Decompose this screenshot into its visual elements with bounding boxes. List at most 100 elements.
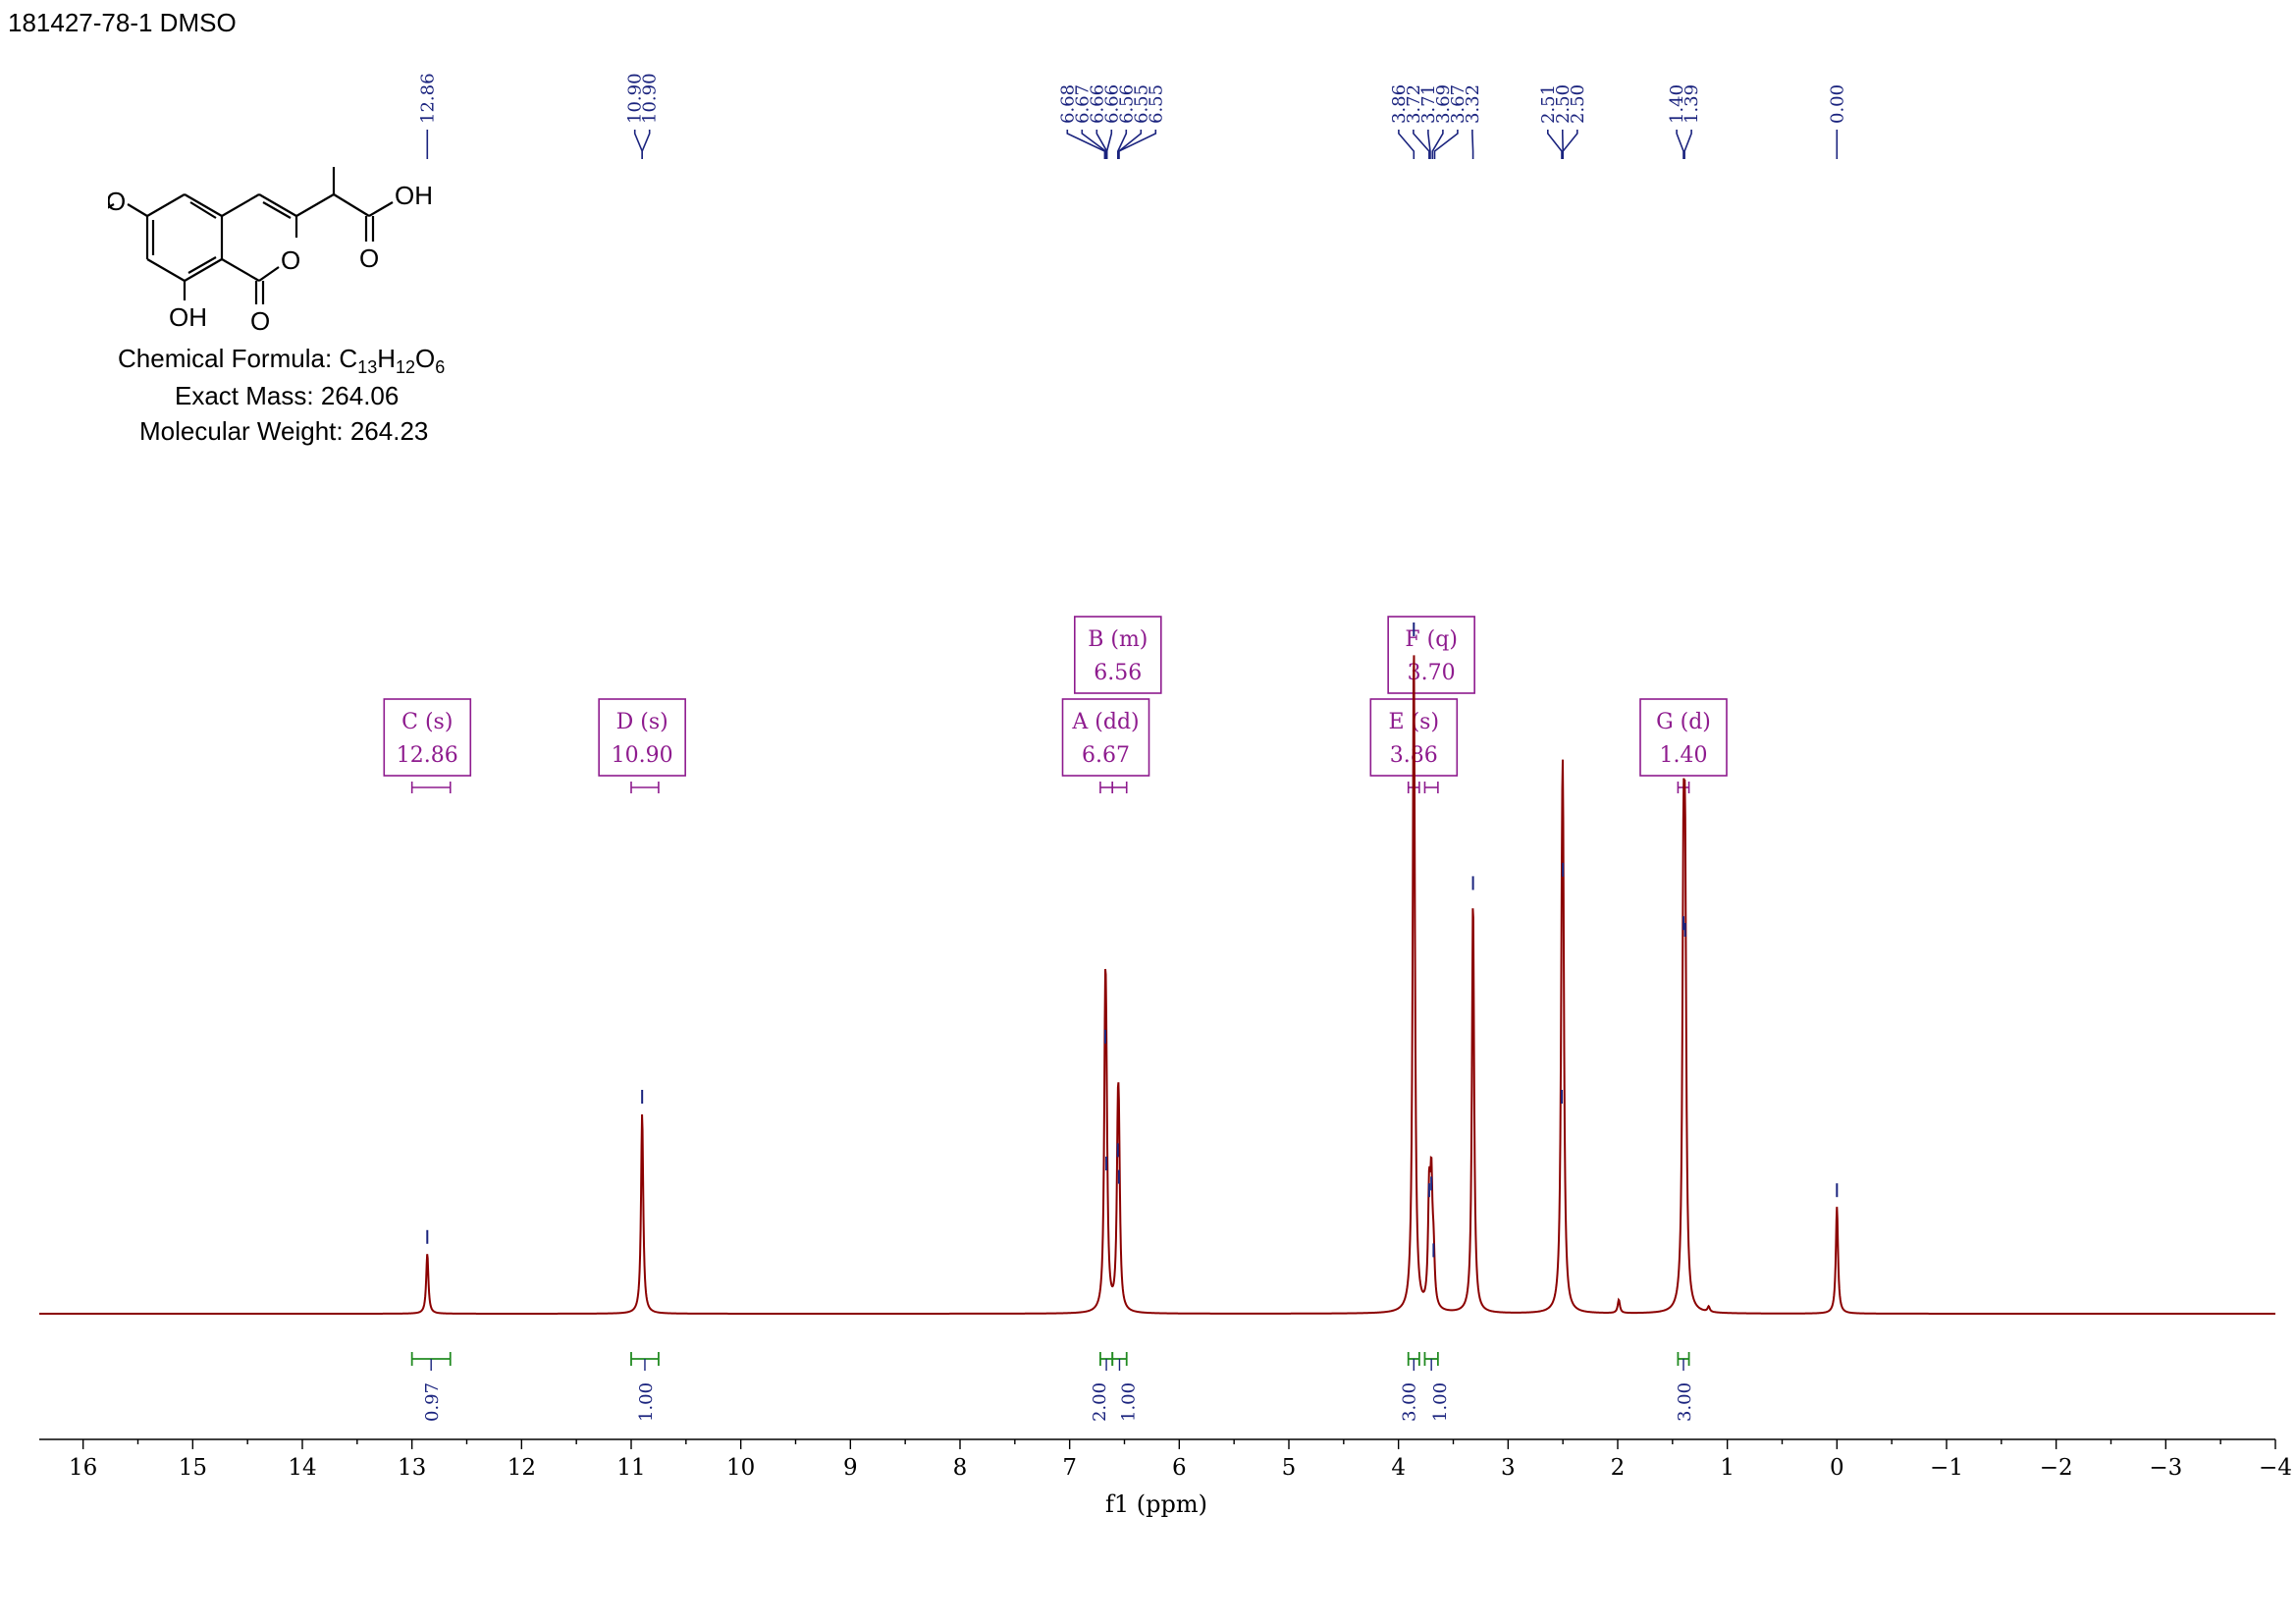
integral-value: 1.00 (636, 1382, 657, 1422)
peak-label: 12.86 (417, 73, 438, 124)
x-axis-label: f1 (ppm) (1105, 1490, 1207, 1518)
multiplet-box (383, 698, 472, 777)
integral-value: 3.00 (1399, 1382, 1419, 1422)
x-tick-label: 2 (1611, 1455, 1626, 1481)
x-tick-label: 6 (1172, 1455, 1187, 1481)
multiplet-value: 1.40 (1660, 743, 1708, 768)
exact-mass-value: 264.06 (320, 381, 400, 410)
peak-label: 6.55 (1131, 84, 1151, 124)
peak-label: 6.55 (1146, 84, 1166, 124)
formula-value: C13H12O6 (339, 344, 446, 378)
x-tick-label: 11 (616, 1455, 645, 1481)
x-tick-label: −3 (2149, 1455, 2182, 1481)
x-tick-label: 1 (1720, 1455, 1735, 1481)
peak-label-connector (1427, 130, 1431, 159)
acid-oh-label: OH (395, 181, 433, 210)
multiplet-value: 3.70 (1408, 661, 1456, 685)
phenol-oh-label: OH (169, 302, 207, 332)
peak-label-connector (1105, 130, 1113, 159)
integral-value: 3.00 (1675, 1382, 1695, 1422)
x-axis: 16 15 14 13 12 11 10 9 8 7 6 5 4 3 2 1 0 −1 −2 −3 −4 (39, 1438, 2292, 1481)
x-tick-label: 14 (288, 1455, 316, 1481)
exact-mass-label: Exact Mass: (175, 381, 314, 410)
methoxy-o-label: O (108, 187, 126, 216)
x-tick-label: 13 (398, 1455, 426, 1481)
x-tick-label: −4 (2259, 1455, 2292, 1481)
multiplet-box (1074, 616, 1162, 694)
multiplet-label: B (m) (1088, 627, 1148, 652)
mol-weight-value: 264.23 (349, 416, 429, 446)
multiplet-label: G (d) (1656, 710, 1711, 734)
peak-label-connector (1081, 130, 1107, 159)
peak-label: 6.67 (1072, 84, 1093, 124)
peak-label-connector (1676, 130, 1684, 159)
peak-label-connector (1398, 130, 1415, 159)
peak-label: 3.67 (1448, 84, 1468, 124)
multiplet-label: D (s) (616, 710, 668, 734)
peak-label-connector (1066, 130, 1106, 159)
integral-value: 1.00 (1430, 1382, 1451, 1422)
acid-carbonyl-o-label: O (359, 243, 379, 273)
x-tick-label: 5 (1282, 1455, 1297, 1481)
peak-label-connector (1117, 130, 1128, 159)
peak-label: 2.51 (1538, 84, 1559, 124)
sample-title: 181427-78-1 DMSO (8, 8, 237, 37)
peak-label: 3.69 (1433, 84, 1454, 124)
peak-label: 6.68 (1057, 84, 1078, 124)
peak-label: 0.00 (1827, 84, 1847, 124)
x-tick-label: 12 (507, 1455, 536, 1481)
spectrum-trace (39, 655, 2275, 1315)
multiplet-value: 10.90 (612, 743, 673, 768)
peak-label-connector (1118, 130, 1157, 159)
peak-label: 3.71 (1418, 84, 1439, 124)
integral-value: 1.00 (1119, 1382, 1140, 1422)
peak-marker-layer (426, 622, 1839, 1258)
peak-label: 3.86 (1389, 84, 1410, 124)
peak-label: 6.56 (1116, 84, 1137, 124)
formula-line: Chemical Formula: C13H12O6 (118, 344, 445, 378)
peak-label: 6.66 (1087, 84, 1107, 124)
peak-label-connector (1562, 130, 1578, 159)
carbonyl-o-label: O (250, 306, 270, 336)
peak-label: 10.90 (640, 73, 661, 124)
multiplet-label: A (dd) (1071, 710, 1139, 734)
x-tick-label: 4 (1391, 1455, 1406, 1481)
peak-label: 1.39 (1682, 84, 1702, 124)
multiplet-layer: C (s)12.86D (s)10.90A (dd)6.67B (m)6.56E… (383, 616, 1728, 793)
multiplet-value: 6.56 (1094, 661, 1142, 685)
x-tick-label: −2 (2040, 1455, 2073, 1481)
peak-label-connector (641, 130, 651, 159)
peak-label: 10.90 (625, 73, 646, 124)
integral-value: 0.97 (422, 1382, 443, 1422)
multiplet-box (1639, 698, 1728, 777)
integral-value: 2.00 (1090, 1382, 1110, 1422)
integral-layer: 0.97 1.00 2.00 1.00 3.00 1.00 3.00 (410, 1352, 1695, 1422)
peak-label-connector (1118, 130, 1143, 159)
peak-label: 3.32 (1463, 84, 1483, 124)
x-tick-label: 8 (953, 1455, 968, 1481)
mol-weight-label: Molecular Weight: (139, 416, 344, 446)
formula-label: Chemical Formula: (118, 344, 333, 373)
mol-weight-line: Molecular Weight: 264.23 (139, 416, 428, 447)
multiplet-box (598, 698, 686, 777)
peak-label: 2.50 (1553, 84, 1574, 124)
multiplet-box (1061, 698, 1150, 777)
peak-label: 1.40 (1667, 84, 1687, 124)
peak-label-connector (1413, 130, 1430, 159)
x-tick-label: 16 (69, 1455, 97, 1481)
ring-o-label: O (281, 245, 300, 275)
x-tick-label: 9 (843, 1455, 858, 1481)
x-tick-label: 3 (1501, 1455, 1516, 1481)
x-tick-label: 0 (1830, 1455, 1844, 1481)
peak-label-connector (1431, 130, 1444, 159)
molecule-structure: O O O OH O OH (108, 167, 433, 336)
peak-label-connector (633, 130, 643, 159)
multiplet-value: 12.86 (397, 743, 458, 768)
peak-label-connector (1547, 130, 1563, 159)
peak-label: 6.66 (1101, 84, 1122, 124)
peak-label: 3.72 (1404, 84, 1424, 124)
multiplet-box (1387, 616, 1475, 694)
peak-label-connector (1471, 130, 1474, 159)
